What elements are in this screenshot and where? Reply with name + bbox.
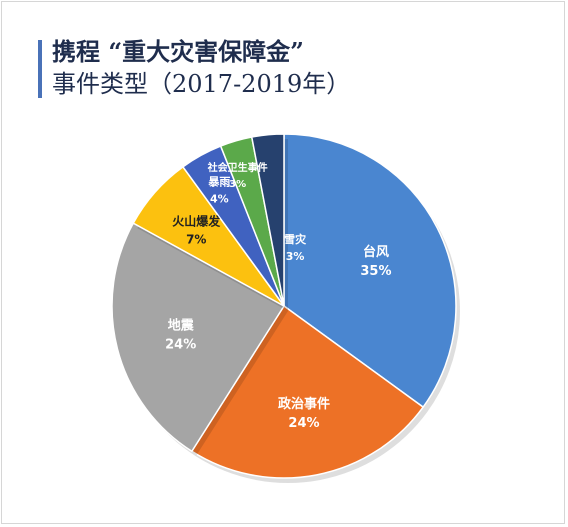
slice-label-4: 暴雨: [207, 175, 230, 188]
slice-value-3: 7%: [186, 233, 206, 247]
slice-label-1: 政治事件: [278, 396, 330, 412]
pie-slice-1: [190, 304, 425, 479]
slice-value-1: 24%: [288, 416, 319, 431]
pie-slice-2: [111, 222, 286, 453]
chart-title-line1: 携程 “重大灾害保障金”: [52, 37, 304, 66]
slice-value-0: 35%: [360, 264, 391, 279]
pie-slice-0: [283, 133, 457, 409]
slice-value-4: 4%: [210, 192, 229, 205]
slice-label-6: 雪灾: [284, 232, 307, 246]
slice-value-6: 3%: [286, 250, 305, 263]
slice-label-0: 台风: [363, 244, 389, 260]
slice-value-5: 3%: [229, 179, 246, 190]
chart-title-line2: 事件类型（2017-2019年）: [52, 70, 351, 98]
chart-title: 携程 “重大灾害保障金” 事件类型（2017-2019年）: [52, 36, 350, 100]
slice-label-3: 火山爆发: [172, 214, 221, 229]
title-accent-bar: [38, 40, 42, 98]
slice-value-2: 24%: [165, 338, 196, 353]
slice-label-5: 社会卫生事件: [207, 161, 268, 174]
slice-label-2: 地震: [168, 318, 195, 334]
pie-slice-6: [250, 133, 285, 307]
